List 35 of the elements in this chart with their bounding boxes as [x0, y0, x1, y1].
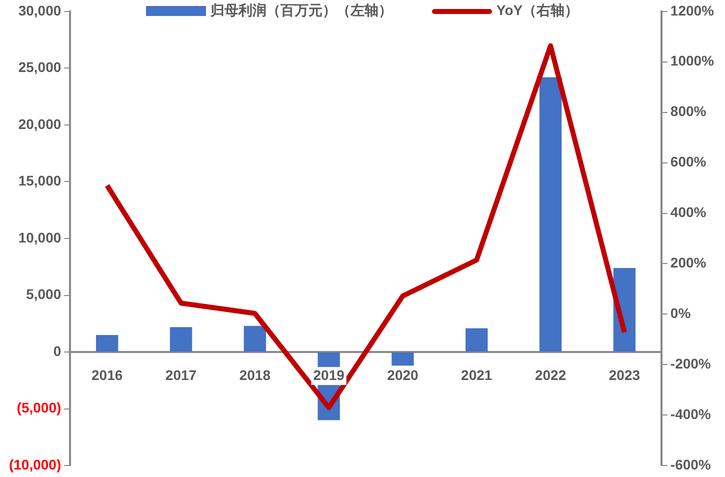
y2-tick-label: 800% [670, 103, 707, 120]
legend-label: YoY（右轴） [496, 2, 579, 20]
x-tick-label: 2019 [313, 366, 345, 383]
y-tick-label: 20,000 [18, 116, 62, 132]
y2-tick-label: 0% [670, 305, 692, 322]
y-tick-label: 30,000 [18, 2, 62, 18]
bar [539, 77, 562, 352]
y-tick-label: (10,000) [8, 456, 62, 472]
y2-tick-label: 1200% [670, 2, 715, 18]
y-tick-label: 10,000 [18, 229, 62, 246]
y-tick-label: 0 [53, 342, 62, 359]
x-tick-label: 2020 [387, 366, 419, 383]
y2-tick-label: -200% [670, 356, 712, 372]
y2-tick-label: 200% [670, 254, 707, 271]
bar [392, 352, 414, 366]
x-tick-label: 2022 [534, 366, 566, 383]
bar [244, 326, 266, 352]
y2-tick-label: 600% [670, 154, 707, 170]
y-tick-label: 15,000 [18, 172, 62, 189]
y2-tick-label: 400% [670, 204, 707, 220]
x-tick-label: 2021 [461, 366, 492, 383]
x-tick-label: 2023 [608, 366, 640, 383]
bar [170, 327, 192, 352]
y2-tick-label: -400% [670, 406, 712, 422]
bar [466, 328, 488, 352]
x-tick-label: 2016 [92, 366, 123, 383]
y2-tick-label: 1000% [670, 52, 715, 69]
y2-tick-label: -600% [670, 456, 712, 472]
x-tick-label: 2017 [165, 366, 197, 383]
y-tick-label: 25,000 [18, 59, 62, 76]
x-tick-label: 2018 [239, 366, 271, 383]
y-tick-label: 5,000 [26, 286, 62, 302]
legend-label: 归母利润（百万元）（左轴） [210, 2, 392, 20]
bar [96, 335, 118, 352]
y-tick-label: (5,000) [16, 400, 62, 416]
